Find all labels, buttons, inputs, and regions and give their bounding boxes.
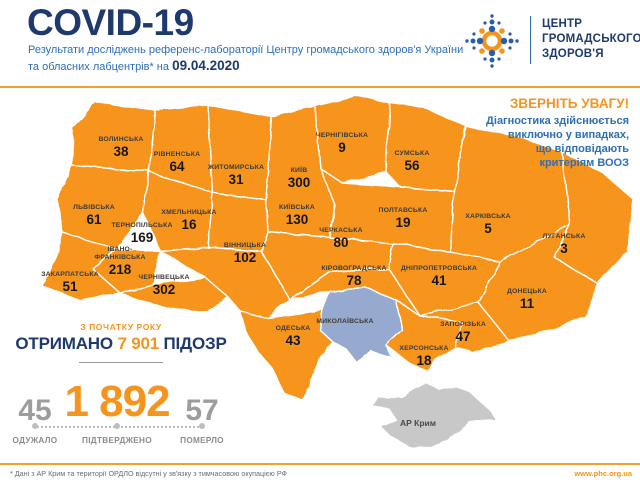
crimea-label: АР Крим <box>399 418 437 428</box>
phc-logo-icon <box>465 14 519 68</box>
attention-box: ЗВЕРНІТЬ УВАГУ! Діагностика здійснюється… <box>486 96 629 170</box>
oblast-shape-mykolaivska <box>319 286 403 364</box>
recovered-count: 45 <box>18 394 52 427</box>
suspected-count: 7 901 <box>117 334 159 353</box>
stat-recovered: 45 ОДУЖАЛО <box>5 322 65 457</box>
oblast-shape-sumska <box>385 102 467 193</box>
stats-divider <box>79 362 163 363</box>
phc-logo: ЦЕНТР ГРОМАДСЬКОГО ЗДОРОВ'Я <box>465 8 640 78</box>
subtitle-line2: та обласних лабцентрів* на 09.04.2020 <box>28 58 240 73</box>
oblast-shape-chernihivska <box>314 95 391 184</box>
stats-since-label: З ПОЧАТКУ РОКУ <box>80 322 162 332</box>
logo-divider <box>530 16 531 64</box>
website-link[interactable]: www.phc.org.ua <box>574 469 632 478</box>
oblast-shape-volynska <box>71 101 156 173</box>
subtitle: Результати досліджень референс-лаборатор… <box>28 42 463 75</box>
footer-divider-line <box>0 463 640 465</box>
oblast-shape-zakarpatska <box>41 232 122 302</box>
died-label: ПОМЕРЛО <box>180 436 224 445</box>
header-divider-line <box>0 86 640 88</box>
attention-text-line: Діагностика здійснюється <box>486 115 629 127</box>
stats-dot <box>114 423 120 429</box>
attention-text-line: виключно у випадках, <box>507 129 629 141</box>
oblast-shape-zhytomyrska <box>207 104 273 201</box>
stat-died: 57 ПОМЕРЛО <box>172 322 232 457</box>
page-title: COVID-19 <box>27 2 194 43</box>
attention-title: ЗВЕРНІТЬ УВАГУ! <box>509 96 629 111</box>
confirmed-label: ПІДТВЕРДЖЕНО <box>82 436 152 445</box>
stats-panel: З ПОЧАТКУ РОКУ ОТРИМАНО 7 901 ПІДОЗР 45 … <box>5 322 237 457</box>
confirmed-count: 1 892 <box>64 377 170 426</box>
crimea-shape <box>371 382 497 449</box>
attention-text: Діагностика здійснюється виключно у випад… <box>486 114 629 170</box>
stats-dot <box>32 423 38 429</box>
stat-confirmed: 1 892 ПІДТВЕРДЖЕНО <box>62 322 172 457</box>
logo-text: ЦЕНТР ГРОМАДСЬКОГО ЗДОРОВ'Я <box>542 18 640 60</box>
stats-received-line: ОТРИМАНО 7 901 ПІДОЗР <box>15 334 227 353</box>
oblast-shape-zaporizka <box>419 301 509 353</box>
attention-text-line: критеріям ВООЗ <box>539 157 629 169</box>
oblast-shape-khmelnytska <box>207 192 269 253</box>
report-date: 09.04.2020 <box>172 58 240 73</box>
stats-dot <box>199 423 205 429</box>
recovered-label: ОДУЖАЛО <box>12 436 58 445</box>
died-count: 57 <box>185 394 219 427</box>
attention-text-line: що відповідають <box>535 143 629 155</box>
oblast-shape-odeska <box>239 309 333 401</box>
footer-note: * Дані з АР Крим та території ОРДЛО відс… <box>10 469 287 478</box>
subtitle-line1: Результати досліджень референс-лаборатор… <box>28 44 464 56</box>
